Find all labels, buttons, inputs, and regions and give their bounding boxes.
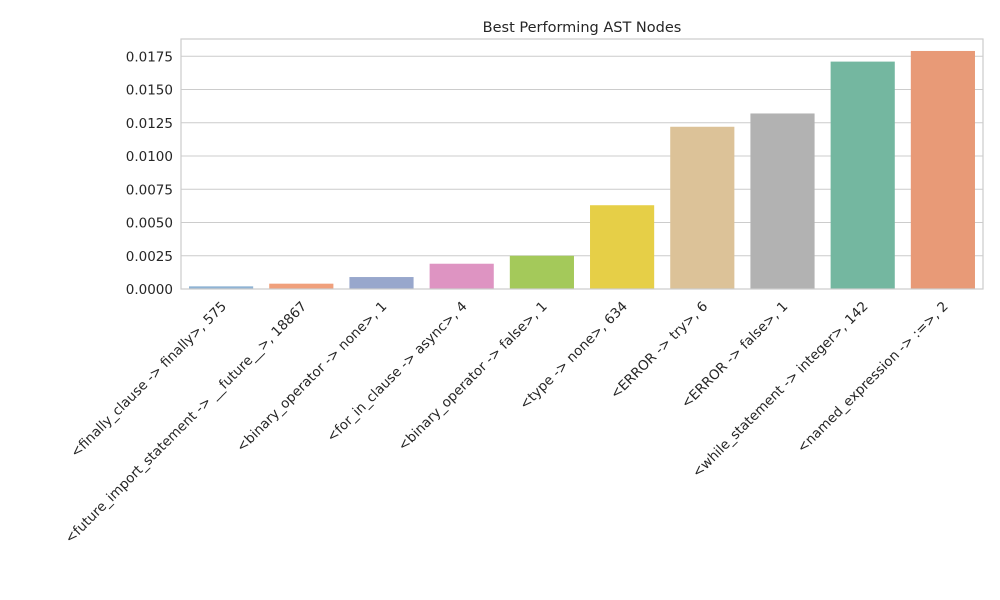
- y-tick-label: 0.0075: [126, 182, 173, 198]
- bar: [830, 61, 895, 289]
- chart-title: Best Performing AST Nodes: [483, 20, 682, 36]
- bar: [269, 283, 334, 289]
- y-tick-label: 0.0025: [126, 249, 173, 265]
- x-tick-label: <binary_operator -> false>, 1: [395, 299, 551, 455]
- bar: [429, 263, 494, 289]
- x-tick-label: <named_expression -> :=>, 2: [794, 299, 952, 457]
- y-tick-label: 0.0150: [126, 83, 173, 99]
- x-tick-label: <binary_operator -> none>, 1: [234, 299, 391, 456]
- bars: [189, 50, 975, 290]
- gridlines: [181, 55, 983, 290]
- y-tick-label: 0.0100: [126, 149, 173, 165]
- bar: [590, 205, 655, 289]
- y-tick-labels: 0.0000 0.0025 0.0050 0.0075 0.0100 0.0125 0.01…: [126, 49, 173, 298]
- y-tick-label: 0.0050: [126, 216, 173, 232]
- x-tick-label: <finally_clause -> finally>, 575: [68, 299, 230, 461]
- x-tick-labels: <finally_clause -> finally>, 575<future_…: [62, 299, 952, 547]
- x-tick-label: <for_in_clause -> async>, 4: [324, 299, 471, 446]
- bar: [910, 50, 975, 290]
- y-tick-label: 0.0125: [126, 116, 173, 132]
- y-tick-label: 0.0000: [126, 282, 173, 298]
- plot-frame: [180, 38, 984, 290]
- bar: [349, 277, 414, 289]
- bar: [750, 113, 815, 290]
- x-tick-label: <while_statement -> integer>, 142: [689, 299, 871, 481]
- bar: [509, 255, 574, 289]
- bar: [670, 126, 735, 289]
- y-tick-label: 0.0175: [126, 49, 173, 65]
- bar: [189, 286, 254, 289]
